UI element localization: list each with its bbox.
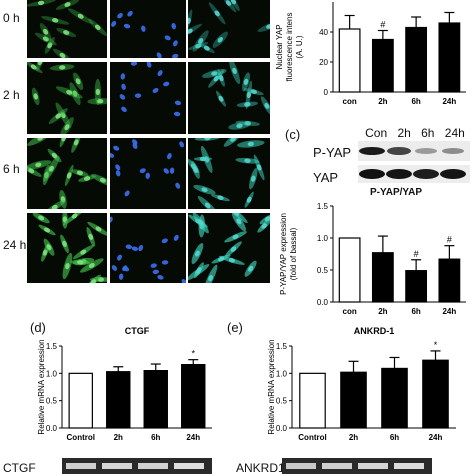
y-tick-label: 0.5 — [317, 266, 329, 275]
bar-24h — [181, 363, 206, 429]
x-tick-label: 24h — [429, 433, 443, 442]
x-tick-label: 6h — [390, 433, 399, 442]
y-tick-label: 1.5 — [317, 202, 329, 211]
y-tick-label: 0.5 — [276, 397, 288, 406]
x-tick-label: Control — [67, 433, 95, 442]
significance-mark: # — [414, 249, 419, 259]
y-axis-label: P-YAP/YAP expression — [279, 213, 288, 295]
blot-header-24h: 24h — [444, 126, 465, 140]
blot-header-2h: 2h — [397, 126, 411, 140]
x-tick-label: 24h — [186, 433, 200, 442]
ctgf-blot-label: CTGF — [3, 461, 36, 475]
bar-6h — [405, 270, 428, 303]
blot-row-label-pyap: P-YAP — [313, 145, 352, 160]
blot-header-con: Con — [365, 126, 388, 140]
bar-6h — [405, 26, 428, 93]
y-tick-label: 0.0 — [276, 424, 288, 433]
micrograph-yap-1 — [27, 62, 107, 134]
y-tick-label: 1.0 — [317, 234, 329, 243]
bar-2h — [371, 38, 394, 93]
x-tick-label: 2h — [378, 307, 387, 316]
chart-title: CTGF — [125, 326, 150, 336]
x-tick-label: 24h — [442, 307, 456, 316]
significance-mark: * — [191, 349, 195, 359]
micrograph-dapi-3 — [110, 213, 186, 283]
y-tick-label: 0 — [324, 88, 329, 97]
ankrd1-gel-image — [282, 458, 432, 474]
bar-2h — [106, 371, 131, 429]
y-axis-label: Relative mRNA expression — [267, 339, 276, 434]
x-tick-label: 6h — [411, 307, 420, 316]
x-tick-label: con — [343, 97, 357, 106]
micrograph-merge-2 — [188, 138, 270, 209]
y-tick-label: 1.0 — [276, 369, 288, 378]
bar-24h — [438, 258, 461, 303]
bar-Control — [68, 372, 93, 429]
x-tick-label: 24h — [442, 97, 456, 106]
blot-row-label-yap: YAP — [313, 170, 339, 185]
significance-mark: # — [447, 235, 452, 245]
y-tick-label: 0.0 — [317, 298, 329, 307]
x-tick-label: 6h — [411, 97, 420, 106]
y-tick-label: 1.5 — [46, 342, 58, 351]
y-tick-label: 20 — [319, 58, 328, 67]
panel-label-e: (e) — [227, 320, 243, 335]
y-axis-label: fluorescence intens — [285, 13, 294, 82]
micrograph-dapi-0 — [110, 0, 186, 58]
y-axis-label: Nuclear YAP — [275, 24, 284, 69]
micrograph-yap-3 — [27, 213, 107, 283]
micrograph-yap-2 — [27, 138, 107, 209]
x-tick-label: 2h — [378, 97, 387, 106]
row-label-24h: 24 h — [3, 238, 27, 252]
row-label-0h: 0 h — [3, 11, 20, 25]
chart-title: ANKRD-1 — [354, 326, 395, 336]
micrograph-merge-3 — [188, 213, 270, 283]
pyap-yap-chart: 0.0 0.5 1.0 1.5 P-YAP/YAP expression (fold of… — [279, 202, 466, 316]
nuclear-yap-chart: 0 20 40 Nuclear YAP fluorescence intens (A. U… — [275, 2, 466, 106]
bar-24h — [438, 22, 461, 93]
bar-2h — [340, 371, 367, 429]
bar-con — [338, 28, 361, 93]
x-tick-label: con — [343, 307, 357, 316]
y-axis-label: Relative mRNA expression — [37, 339, 46, 434]
significance-mark: # — [380, 20, 385, 30]
y-axis-label: (fold of bassal) — [289, 227, 298, 280]
western-blot-image — [358, 141, 470, 183]
micrograph-yap-0 — [27, 0, 107, 58]
panel-label-c: (c) — [285, 127, 301, 142]
micrograph-merge-0 — [188, 0, 270, 58]
y-tick-label: 0.0 — [46, 424, 58, 433]
micrograph-dapi-1 — [110, 62, 186, 134]
bar-6h — [143, 369, 168, 429]
micrograph-dapi-2 — [110, 138, 186, 209]
significance-mark: * — [434, 340, 438, 350]
panel-label-d: (d) — [30, 320, 46, 335]
y-tick-label: 1.5 — [276, 342, 288, 351]
bar-Control — [299, 372, 326, 429]
micrograph-merge-1 — [188, 62, 270, 134]
bar-2h — [371, 252, 394, 303]
bar-24h — [422, 359, 449, 429]
bar-con — [338, 237, 361, 303]
row-label-2h: 2 h — [3, 88, 20, 102]
y-tick-label: 40 — [319, 28, 328, 37]
row-label-6h: 6 h — [3, 162, 20, 176]
y-tick-label: 1.0 — [46, 369, 58, 378]
ankrd1-blot-label: ANKRD1 — [236, 461, 285, 475]
x-tick-label: 2h — [349, 433, 358, 442]
x-tick-label: 6h — [151, 433, 160, 442]
bar-6h — [381, 367, 408, 429]
x-tick-label: Control — [298, 433, 326, 442]
blot-caption: P-YAP/YAP — [370, 187, 423, 198]
blot-header-6h: 6h — [421, 126, 435, 140]
x-tick-label: 2h — [114, 433, 123, 442]
ctgf-gel-image — [62, 458, 212, 474]
y-tick-label: 0.5 — [46, 397, 58, 406]
y-axis-label: (A. U.) — [295, 35, 304, 58]
blot-headers: Con 2h 6h 24h — [360, 126, 470, 140]
